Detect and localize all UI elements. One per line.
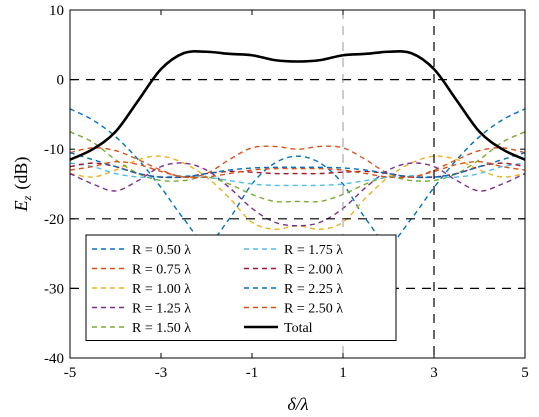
x-tick-label: 3 bbox=[430, 365, 438, 381]
legend-box bbox=[85, 234, 397, 341]
series-line-2 bbox=[70, 145, 525, 178]
y-tick-label: -40 bbox=[44, 351, 64, 367]
legend-item: R = 1.00 λ bbox=[92, 282, 191, 297]
x-axis-label: δ/λ bbox=[287, 394, 308, 414]
series-line-7 bbox=[70, 162, 525, 179]
x-tick-label: 1 bbox=[339, 365, 347, 381]
plot-area-frame bbox=[69, 9, 526, 359]
legend-label: R = 2.00 λ bbox=[284, 263, 343, 278]
y-tick-label: -10 bbox=[44, 142, 64, 158]
y-axis-label: Ez (dB) bbox=[11, 157, 34, 213]
series-group bbox=[70, 50, 525, 244]
series-line-3 bbox=[70, 155, 525, 230]
series-line-5 bbox=[70, 131, 525, 203]
y-tick-label: -30 bbox=[44, 281, 64, 297]
legend-item: R = 1.75 λ bbox=[244, 243, 343, 258]
legend-label: R = 2.50 λ bbox=[284, 302, 343, 317]
y-axis-label-main: E bbox=[11, 200, 31, 212]
legend-label: R = 1.50 λ bbox=[132, 321, 191, 336]
legend-label: R = 1.00 λ bbox=[132, 282, 191, 297]
series-line-4 bbox=[70, 162, 525, 227]
y-axis-label-sub: z bbox=[20, 195, 34, 201]
y-tick-label: 10 bbox=[49, 3, 64, 19]
legend-item: R = 2.25 λ bbox=[244, 282, 343, 297]
legend-label: R = 0.50 λ bbox=[132, 243, 191, 258]
x-tick-label: -3 bbox=[155, 365, 168, 381]
legend-item: Total bbox=[244, 321, 313, 336]
legend: R = 0.50 λ R = 0.75 λ R = 1.00 λ R = 1.25 λ… bbox=[85, 234, 397, 341]
y-tick-label: 0 bbox=[57, 73, 65, 89]
legend-label: R = 1.25 λ bbox=[132, 302, 191, 317]
legend-label: Total bbox=[284, 321, 313, 336]
x-tick-label: -1 bbox=[246, 365, 259, 381]
legend-label: R = 2.25 λ bbox=[284, 282, 343, 297]
legend-item: R = 2.00 λ bbox=[244, 263, 343, 278]
legend-item: R = 0.50 λ bbox=[92, 243, 191, 258]
legend-item: R = 1.25 λ bbox=[92, 302, 191, 317]
legend-item: R = 0.75 λ bbox=[92, 263, 191, 278]
axis-ticks bbox=[69, 9, 526, 359]
legend-label: R = 1.75 λ bbox=[284, 243, 343, 258]
tick-labels: -5 -3 -1 1 3 5 -40 -30 -20 -10 0 10 bbox=[44, 3, 529, 381]
x-tick-label: -5 bbox=[64, 365, 77, 381]
y-axis-label-unit: (dB) bbox=[11, 157, 32, 190]
y-tick-label: -20 bbox=[44, 212, 64, 228]
series-line-9 bbox=[70, 160, 525, 179]
x-tick-label: 5 bbox=[521, 365, 529, 381]
series-line-6 bbox=[70, 162, 525, 187]
series-line-total bbox=[70, 50, 525, 161]
legend-item: R = 2.50 λ bbox=[244, 302, 343, 317]
legend-label: R = 0.75 λ bbox=[132, 263, 191, 278]
series-line-1 bbox=[70, 108, 525, 244]
legend-item: R = 1.50 λ bbox=[92, 321, 191, 336]
